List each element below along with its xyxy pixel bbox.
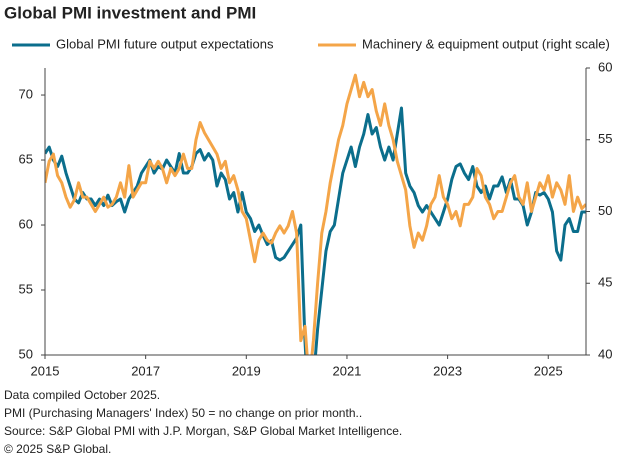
footnote: Data compiled October 2025. [4,388,160,402]
x-tick-label: 2021 [332,363,361,378]
y-tick-label: 50 [19,346,33,361]
x-tick-label: 2015 [31,363,60,378]
y2-tick-label: 40 [598,346,612,361]
y2-tick-label: 50 [598,203,612,218]
footnote: Source: S&P Global PMI with J.P. Morgan,… [4,424,402,438]
x-tick-label: 2019 [232,363,261,378]
x-tick-label: 2025 [534,363,563,378]
y2-tick-label: 55 [598,131,612,146]
y-tick-label: 65 [19,151,33,166]
y-tick-label: 70 [19,86,33,101]
x-tick-label: 2017 [131,363,160,378]
footnote: PMI (Purchasing Managers' Index) 50 = no… [4,406,362,420]
chart-title: Global PMI investment and PMI [4,3,256,22]
x-tick-label: 2023 [433,363,462,378]
series-line [45,73,586,355]
series-line [45,106,586,355]
y2-tick-label: 45 [598,275,612,290]
legend-label: Machinery & equipment output (right scal… [362,36,610,51]
y2-tick-label: 60 [598,59,612,74]
y-tick-label: 55 [19,281,33,296]
footnote: © 2025 S&P Global. [4,442,111,456]
plot-area [45,73,586,355]
legend-label: Global PMI future output expectations [56,36,274,51]
y-tick-label: 60 [19,216,33,231]
